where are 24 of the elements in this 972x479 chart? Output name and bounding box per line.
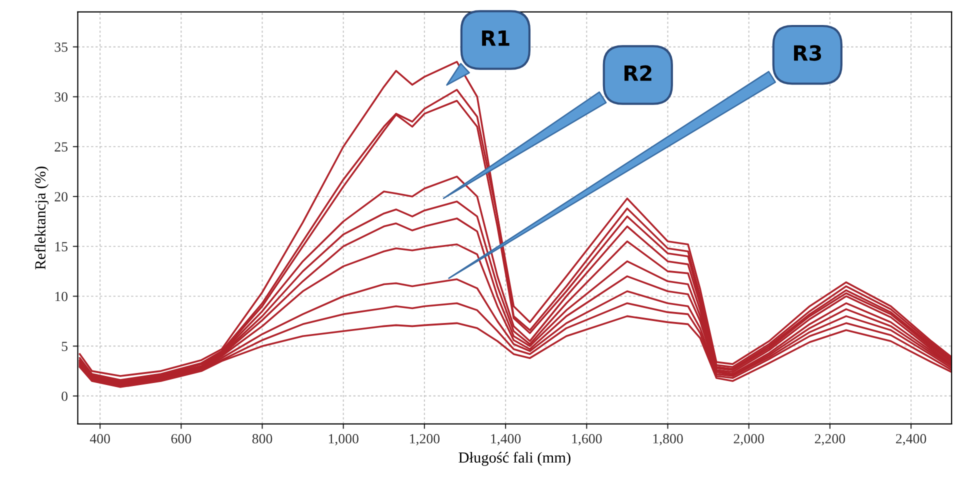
x-axis-title: Długość fali (mm) bbox=[458, 452, 570, 466]
x-tick-label: 600 bbox=[171, 434, 192, 444]
y-tick-label: 0 bbox=[62, 392, 68, 401]
annotation: R2 bbox=[624, 65, 652, 81]
x-tick-label: 1,000 bbox=[328, 434, 358, 446]
x-tick-label: 2,000 bbox=[734, 434, 764, 446]
annotation: R1 bbox=[482, 30, 510, 46]
x-tick-label: 1,600 bbox=[572, 434, 602, 446]
annotation: R3 bbox=[794, 45, 822, 61]
x-tick-label: 1,200 bbox=[410, 434, 440, 446]
y-tick-label: 20 bbox=[54, 192, 68, 202]
y-tick-label: 5 bbox=[62, 342, 68, 352]
x-tick-label: 400 bbox=[90, 434, 110, 444]
y-tick-label: 30 bbox=[54, 92, 68, 102]
x-tick-label: 1,800 bbox=[653, 434, 683, 446]
y-tick-label: 35 bbox=[54, 42, 68, 52]
y-tick-label: 25 bbox=[54, 142, 68, 152]
x-tick-label: 800 bbox=[252, 434, 272, 444]
y-tick-label: 15 bbox=[55, 242, 68, 252]
y-tick-label: 10 bbox=[55, 292, 68, 302]
y-axis-title: Reflektancja (%) bbox=[34, 166, 49, 270]
x-tick-label: 2,400 bbox=[896, 434, 926, 446]
x-tick-label: 2,200 bbox=[814, 434, 846, 446]
x-tick-label: 1,400 bbox=[491, 434, 521, 446]
